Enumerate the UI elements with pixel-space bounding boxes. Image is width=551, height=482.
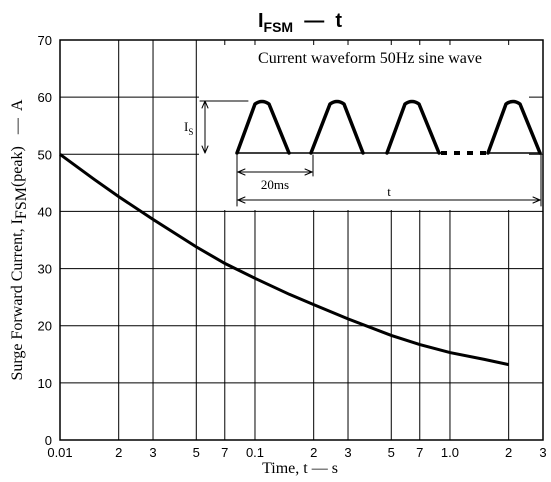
- x-tick-label: 2: [115, 445, 122, 460]
- y-axis-label-sub: FSM: [13, 187, 30, 219]
- sine-pulse: [486, 99, 542, 155]
- peak-current-label-sub: S: [188, 127, 193, 137]
- duration-arrow-head-left: [237, 196, 246, 204]
- period-arrow-head-left: [237, 168, 246, 176]
- y-tick-label: 30: [38, 262, 52, 277]
- sine-pulse: [385, 99, 441, 155]
- y-tick-label: 60: [38, 90, 52, 105]
- chart-title-tail: — t: [293, 10, 342, 32]
- chart-title-sub: FSM: [264, 19, 294, 35]
- x-tick-label: 5: [388, 445, 395, 460]
- peak-current-label: IS: [184, 119, 193, 137]
- sine-pulse: [309, 99, 365, 155]
- y-axis-label-tail: (peak) — A: [9, 99, 26, 187]
- y-tick-label: 10: [38, 376, 52, 391]
- inset-title: Current waveform 50Hz sine wave: [258, 50, 482, 67]
- plot-frame: [59, 39, 544, 441]
- x-tick-label: 7: [416, 445, 423, 460]
- x-tick-label: 2: [505, 445, 512, 460]
- x-tick-label: 3: [149, 445, 156, 460]
- x-tick-label: 3: [344, 445, 351, 460]
- duration-arrow-head-right: [532, 196, 541, 204]
- y-tick-label: 70: [38, 33, 52, 48]
- inset-background: [199, 45, 529, 210]
- x-tick-label: 0.1: [246, 445, 264, 460]
- x-tick-label: 7: [221, 445, 228, 460]
- chart-title-main: I: [258, 10, 264, 32]
- waveform-inset: Current waveform 50Hz sine wave IS: [184, 45, 542, 210]
- y-tick-label: 40: [38, 204, 52, 219]
- x-tick-label: 0.01: [47, 445, 72, 460]
- sine-pulse: [235, 99, 291, 155]
- y-tick-label: 0: [45, 433, 52, 448]
- y-axis-label-main: Surge Forward Current, I: [9, 219, 26, 380]
- x-tick-label: 3: [539, 445, 546, 460]
- surge-current-curve: [59, 153, 510, 367]
- peak-arrow-head-top: [201, 100, 209, 109]
- y-axis-label: Surge Forward Current, IFSM(peak) — A: [9, 99, 30, 380]
- period-label: 20ms: [261, 177, 289, 192]
- duration-label: t: [387, 184, 391, 199]
- x-axis-label: Time, t — s: [262, 460, 338, 477]
- period-arrow-head-right: [304, 168, 313, 176]
- y-tick-label: 50: [38, 147, 52, 162]
- y-tick-label: 20: [38, 319, 52, 334]
- chart-title: IFSM — t: [258, 10, 342, 35]
- peak-arrow-head-bottom: [201, 145, 209, 154]
- x-tick-label: 5: [193, 445, 200, 460]
- x-tick-label: 2: [310, 445, 317, 460]
- peak-current-label-main: I: [184, 119, 188, 134]
- x-tick-label: 1.0: [441, 445, 459, 460]
